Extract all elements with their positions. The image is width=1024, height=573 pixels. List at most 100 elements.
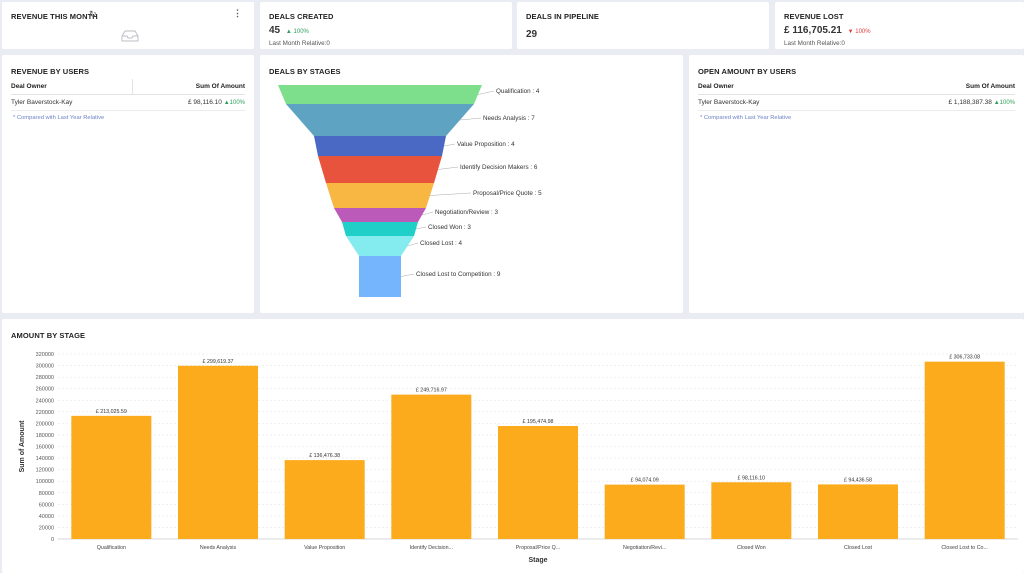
y-tick-label: 40000 [39,514,54,520]
x-axis-title: Stage [528,557,547,564]
table-row: Tyler Baverstock-Kay £ 98,116.10 ▲100% [11,94,245,111]
bar[interactable] [818,484,898,539]
deals-created-change: ▲ 100% [286,29,309,35]
deals-in-pipeline-card: DEALS IN PIPELINE 29 [517,2,769,49]
up-arrow-icon: ▲ [993,100,1000,106]
funnel-leader-line [437,166,459,170]
bar-value-label: £ 98,116.10 [738,475,766,481]
down-arrow-icon: ▼ [847,29,854,35]
open-amount-by-users-title: OPEN AMOUNT BY USERS [698,67,797,76]
y-tick-label: 160000 [36,445,54,451]
funnel-label: Closed Won : 3 [428,224,471,231]
y-tick-label: 0 [51,537,54,543]
revenue-lost-sub: Last Month Relative:0 [784,40,845,47]
y-tick-label: 20000 [39,525,54,531]
revenue-this-month-card: REVENUE THIS MONTH ↻ ⋮ [2,2,254,49]
revenue-lost-change: ▼ 100% [848,29,871,35]
empty-inbox-icon [121,30,139,42]
amount-change: ▲100% [224,100,245,106]
funnel-label: Negotiation/Review : 3 [435,209,499,216]
revenue-by-users-card: REVENUE BY USERS Deal Owner Sum Of Amoun… [2,55,254,313]
amount-cell: £ 1,188,387.38 ▲100% [850,94,1015,111]
funnel-chart: Qualification : 4 Needs Analysis : 7 Value… [278,85,542,297]
bar-value-label: £ 195,474.98 [523,419,554,425]
bar[interactable] [498,425,578,539]
column-header-deal-owner[interactable]: Deal Owner [11,79,133,95]
x-tick-label: Proposal/Price Q... [516,545,560,551]
y-tick-label: 120000 [36,468,54,474]
amount-value: £ 98,116.10 [188,99,222,106]
more-options-icon[interactable]: ⋮ [233,8,242,18]
bar[interactable] [391,394,472,539]
deals-created-card: DEALS CREATED 45 ▲ 100% Last Month Relat… [260,2,512,49]
y-tick-label: 180000 [36,433,54,439]
funnel-segment[interactable] [346,236,414,256]
revenue-lost-card: REVENUE LOST £ 116,705.21 ▼ 100% Last Mo… [775,2,1024,49]
funnel-leader-line [415,226,427,230]
open-amount-by-users-card: OPEN AMOUNT BY USERS Deal Owner Sum Of A… [689,55,1024,313]
funnel-segment[interactable] [278,85,482,104]
y-tick-label: 320000 [36,352,54,358]
y-tick-label: 280000 [36,375,54,381]
y-tick-label: 300000 [36,364,54,370]
funnel-segment[interactable] [342,222,418,236]
revenue-lost-value: £ 116,705.21 ▼ 100% [784,25,871,36]
column-header-sum-of-amount[interactable]: Sum Of Amount [132,79,245,95]
funnel-segment[interactable] [359,256,401,297]
funnel-segment[interactable] [286,104,474,136]
revenue-lost-change-value: 100% [855,29,871,35]
bar[interactable] [178,365,258,539]
bar-value-label: £ 299,619.37 [203,359,234,365]
bar[interactable] [71,415,152,539]
refresh-icon[interactable]: ↻ [89,9,97,19]
revenue-by-users-title: REVENUE BY USERS [11,67,90,76]
amount-value: £ 1,188,387.38 [948,99,992,106]
funnel-segment[interactable] [318,156,442,183]
y-axis-title: Sum of Amount [19,420,26,473]
amount-change-value: 100% [229,100,245,106]
revenue-this-month-title: REVENUE THIS MONTH [11,12,98,21]
up-arrow-icon: ▲ [285,29,292,35]
x-tick-label: Negotiation/Revi... [623,545,666,551]
x-tick-label: Closed Lost [844,545,872,551]
column-header-sum-of-amount[interactable]: Sum Of Amount [850,79,1015,95]
amount-change-value: 100% [999,100,1015,106]
funnel-label: Closed Lost : 4 [420,240,463,247]
bar[interactable] [604,484,685,539]
deals-created-sub: Last Month Relative:0 [269,40,330,47]
y-tick-label: 100000 [36,479,54,485]
funnel-segment[interactable] [334,208,426,222]
funnel-segment[interactable] [326,183,434,208]
amount-change: ▲100% [994,100,1015,106]
bar-value-label: £ 94,074.09 [631,478,659,484]
funnel-label: Needs Analysis : 7 [483,115,535,122]
column-header-deal-owner[interactable]: Deal Owner [698,79,851,95]
comparison-note: * Compared with Last Year Relative [13,115,105,121]
y-tick-label: 60000 [39,502,54,508]
funnel-label: Qualification : 4 [496,88,540,95]
bar[interactable] [284,460,365,539]
deals-in-pipeline-title: DEALS IN PIPELINE [526,12,599,21]
funnel-leader-line [459,117,482,121]
bar-value-label: £ 213,025.59 [96,409,127,415]
bar-value-label: £ 136,476.38 [309,453,340,459]
deals-created-title: DEALS CREATED [269,12,334,21]
amount-cell: £ 98,116.10 ▲100% [132,94,245,111]
bar-value-label: £ 94,436.58 [844,477,872,483]
up-arrow-icon: ▲ [223,100,230,106]
x-tick-label: Qualification [97,545,126,551]
revenue-by-users-table: Deal Owner Sum Of Amount Tyler Baverstoc… [11,79,245,111]
bar[interactable] [711,482,792,539]
funnel-label: Identify Decision Makers : 6 [460,164,538,171]
y-tick-label: 80000 [39,491,54,497]
deal-owner-cell: Tyler Baverstock-Kay [11,94,133,111]
amount-by-stage-card: AMOUNT BY STAGE 0 20000 40000 60000 80000 100… [2,319,1024,573]
open-amount-by-users-table: Deal Owner Sum Of Amount Tyler Baverstoc… [698,79,1015,111]
funnel-label: Value Proposition : 4 [457,141,515,148]
amount-by-stage-chart: 0 20000 40000 60000 80000 100000 120000 140000 1… [19,352,1018,564]
bar[interactable] [924,361,1005,539]
funnel-leader-line [443,143,456,147]
funnel-segment[interactable] [314,136,446,156]
y-tick-label: 220000 [36,410,54,416]
comparison-note: * Compared with Last Year Relative [700,115,792,121]
